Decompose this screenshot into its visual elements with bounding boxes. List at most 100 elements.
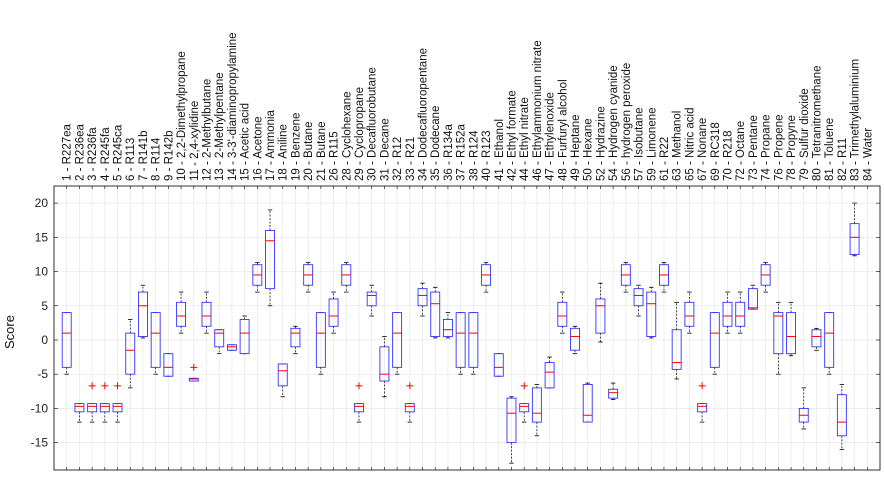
- x-category-label: 48 - Furfuryl alcohol: [557, 79, 569, 181]
- box-iqr: [125, 332, 136, 375]
- box-iqr: [608, 388, 619, 399]
- box-iqr: [735, 301, 746, 327]
- x-category-label: 63 - Methanol: [672, 111, 684, 181]
- x-category-label: 9 - R142b: [163, 130, 175, 181]
- x-category-label: 3 - R236fa: [87, 127, 99, 181]
- x-category-label: 31 - Decane: [379, 118, 391, 181]
- box-iqr: [646, 291, 657, 338]
- outlier-marker: [520, 382, 528, 390]
- box-item: [722, 291, 733, 334]
- x-category-label: 46 - Ethylammonium nitrate: [532, 40, 544, 181]
- outlier-marker: [88, 382, 96, 390]
- x-category-label: 40 - R123: [481, 130, 493, 181]
- x-category-label: 1 - R227ea: [62, 123, 74, 181]
- box-iqr: [404, 403, 415, 413]
- box-iqr: [163, 353, 174, 377]
- box-iqr: [722, 301, 733, 327]
- y-tick-label: 15: [35, 230, 49, 244]
- y-tick-label: -5: [37, 367, 48, 381]
- x-category-label: 44 - Ethyl nitrate: [519, 97, 531, 181]
- y-tick-label: 5: [41, 299, 48, 313]
- x-category-label: 5 - R245ca: [113, 124, 125, 181]
- box-item: [836, 384, 847, 450]
- box-iqr: [99, 403, 110, 413]
- x-category-label: 28 - Cyclohexane: [341, 92, 353, 182]
- box-iqr: [773, 312, 784, 355]
- x-category-label: 74 - Propane: [761, 115, 773, 182]
- outlier-marker: [114, 382, 122, 390]
- box-item: [786, 301, 796, 357]
- x-category-label: 59 - Limonene: [646, 107, 658, 181]
- box-item: [188, 363, 199, 382]
- box-iqr: [849, 223, 860, 255]
- box-iqr: [442, 318, 453, 338]
- x-category-label: 14 - 3-3'-diaminopropylamine: [227, 32, 239, 181]
- outlier-marker: [190, 363, 198, 371]
- x-category-label: 30 - Decafluorobutane: [367, 67, 379, 181]
- box-iqr: [697, 403, 708, 413]
- y-tick-label: -10: [31, 401, 49, 415]
- box-item: [659, 262, 669, 293]
- box-iqr: [582, 384, 593, 423]
- x-category-label: 83 - Trimethylaluminium: [850, 59, 862, 181]
- x-category-label: 49 - Heptane: [570, 115, 582, 182]
- x-category-label: 15 - Acetic acid: [240, 103, 252, 181]
- box-item: [493, 353, 504, 377]
- x-category-label: 54 - Hydrogen cyanide: [608, 65, 620, 181]
- y-tick-label: -15: [31, 436, 49, 450]
- y-axis-label: Score: [2, 315, 17, 349]
- box-item: [87, 382, 98, 423]
- grid-lines: [54, 186, 880, 470]
- box-iqr: [328, 298, 339, 327]
- box-item: [112, 382, 123, 423]
- x-category-label: 21 - Butane: [316, 122, 328, 181]
- x-category-label: 10 - 2,2-Dimethylpropane: [176, 51, 188, 181]
- x-category-label: 56 - hydrogen peroxide: [621, 63, 633, 181]
- box-item: [430, 286, 441, 339]
- box-item: [849, 202, 860, 257]
- box-item: [226, 344, 237, 351]
- box-item: [531, 384, 542, 437]
- box-item: [392, 312, 403, 375]
- box-item: [354, 382, 364, 423]
- box-iqr: [366, 291, 377, 307]
- box-item: [74, 403, 85, 423]
- box-iqr: [824, 312, 835, 368]
- box-iqr: [379, 346, 390, 382]
- x-category-label: 76 - Propene: [773, 115, 785, 182]
- x-category-label: 12 - 2-Methylbutane: [201, 79, 213, 181]
- box-item: [709, 312, 720, 375]
- x-category-label: 4 - R245fa: [100, 127, 112, 181]
- box-item: [697, 382, 708, 423]
- x-category-label: 32 - R12: [392, 137, 404, 181]
- box-item: [684, 291, 695, 334]
- box-item: [468, 312, 479, 375]
- x-category-label: 20 - Butane: [303, 122, 315, 181]
- x-category-label: 6 - R113: [125, 138, 137, 181]
- box-iqr: [315, 312, 326, 368]
- box-iqr: [633, 288, 644, 307]
- box-item: [570, 325, 580, 355]
- box-item: [150, 312, 161, 375]
- box-iqr: [188, 377, 199, 382]
- box-iqr: [544, 362, 555, 389]
- box-item: [455, 312, 466, 375]
- box-item: [99, 382, 110, 423]
- y-tick-label: 0: [41, 333, 48, 347]
- box-iqr: [595, 298, 606, 334]
- x-category-label: 17 - Ammonia: [265, 109, 277, 181]
- box-item: [252, 262, 263, 293]
- y-tick-label: 10: [35, 265, 49, 279]
- box-item: [214, 329, 225, 355]
- box-item: [481, 262, 492, 293]
- box-item: [290, 325, 301, 355]
- box-iqr: [709, 312, 720, 368]
- box-iqr: [87, 403, 98, 413]
- outlier-marker: [698, 382, 706, 390]
- x-category-label: 36 - R134a: [443, 123, 455, 181]
- box-iqr: [430, 291, 441, 338]
- x-category-label: 80 - Tetranitromethane: [811, 66, 823, 182]
- box-item: [201, 291, 212, 334]
- box-iqr: [354, 403, 364, 413]
